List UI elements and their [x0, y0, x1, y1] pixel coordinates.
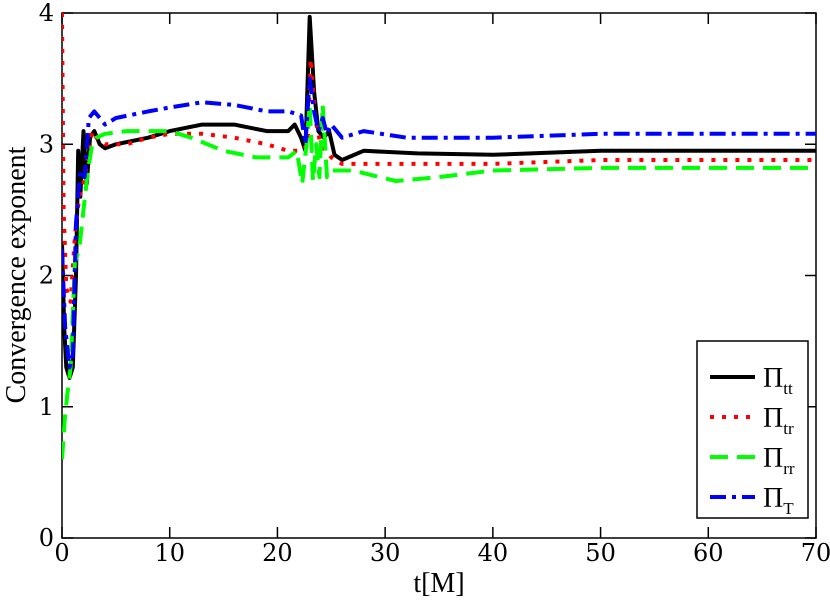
x-tick-label: 0 — [54, 539, 69, 567]
y-tick-label: 4 — [39, 0, 54, 27]
series-line-tt — [62, 14, 816, 380]
x-axis-title: t[M] — [413, 568, 464, 599]
x-tick-label: 50 — [585, 539, 616, 567]
axis-ticks — [61, 12, 817, 539]
y-tick-label: 3 — [39, 130, 54, 158]
series-layer — [62, 13, 816, 460]
y-tick-label: 2 — [39, 262, 54, 290]
y-axis-title: Convergence exponent — [1, 146, 32, 403]
x-tick-label: 60 — [693, 539, 724, 567]
x-tick-label: 30 — [370, 539, 401, 567]
series-line-T — [62, 76, 816, 370]
axis-tick-labels: 0 10 20 30 40 50 60 70 0 1 2 3 4 — [39, 0, 830, 567]
y-tick-label: 1 — [39, 393, 54, 421]
series-line-rr — [62, 102, 816, 460]
x-tick-label: 10 — [154, 539, 185, 567]
x-tick-label: 20 — [262, 539, 293, 567]
legend-box — [696, 340, 809, 519]
x-tick-label: 70 — [801, 539, 830, 567]
y-tick-label: 0 — [39, 524, 54, 552]
x-tick-label: 40 — [478, 539, 509, 567]
series-line-tr — [62, 13, 816, 304]
